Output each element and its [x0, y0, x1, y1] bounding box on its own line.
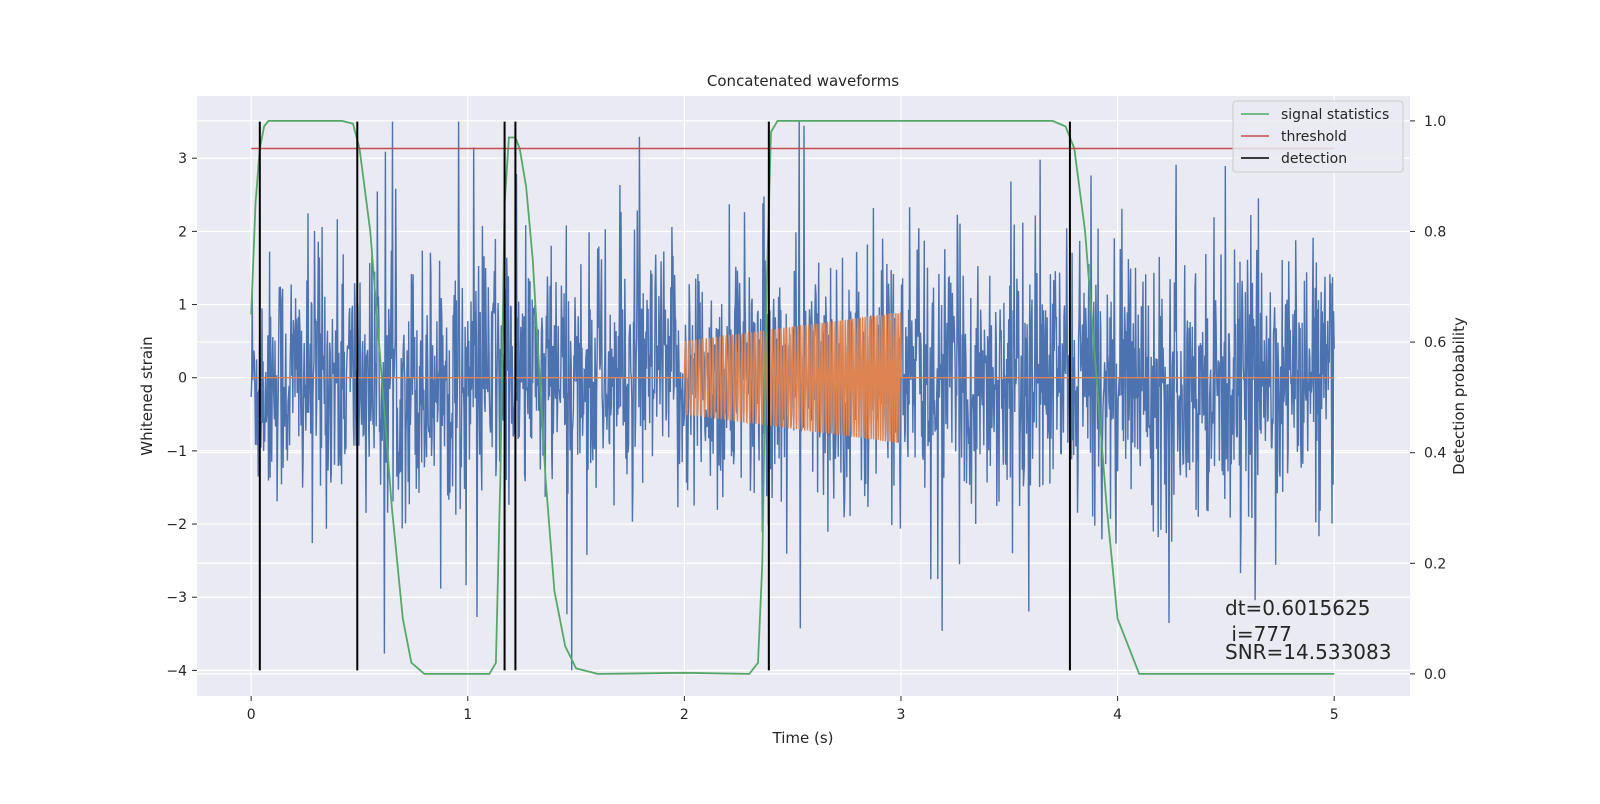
y-axis-title: Whitened strain	[138, 336, 156, 455]
x-tick-label: 3	[897, 707, 906, 723]
y-tick-label: 3	[178, 151, 187, 167]
annotation-snr: SNR=14.533083	[1225, 640, 1391, 664]
y-right-tick-label: 0.6	[1424, 335, 1446, 351]
signal-statistics-line	[250, 120, 1335, 675]
y-right-axis-title: Detection probability	[1450, 317, 1468, 475]
y-tick-label: −2	[166, 517, 187, 533]
x-tick-label: 2	[680, 707, 689, 723]
annotation-i: i=777	[1225, 622, 1292, 646]
legend-box	[1232, 100, 1404, 173]
x-tick-label: 5	[1330, 707, 1339, 723]
y-right-tick-label: 0.4	[1424, 446, 1446, 462]
x-tick-label: 4	[1113, 707, 1122, 723]
x-tick-label: 1	[463, 707, 472, 723]
chirp-layer	[251, 312, 1335, 444]
y-right-tick-label: 0.2	[1424, 556, 1446, 572]
legend-label-signal-statistics: signal statistics	[1281, 107, 1389, 123]
stat-layer	[250, 120, 1335, 675]
x-tick-label: 0	[247, 707, 256, 723]
y-right-tick-label: 1.0	[1424, 114, 1446, 130]
y-tick-label: 1	[178, 298, 187, 314]
legend: signal statistics threshold detection	[1232, 100, 1404, 173]
y-tick-label: −1	[166, 444, 187, 460]
y-tick-label: 0	[178, 371, 187, 387]
chart-title: Concatenated waveforms	[707, 72, 899, 90]
y-tick-label: −4	[166, 663, 187, 679]
x-axis-title: Time (s)	[772, 729, 834, 747]
legend-label-detection: detection	[1281, 151, 1347, 167]
chirp-series-line	[251, 312, 1335, 444]
legend-label-threshold: threshold	[1281, 129, 1347, 145]
y-right-tick-label: 0.0	[1424, 667, 1446, 683]
tick-layer: 0 1 2 3 4 5 −4 −3 −2 −1 0 1 2 3 0.0 0.2 0.4 0.6 0.8 1.0	[166, 114, 1446, 723]
y-tick-label: 2	[178, 224, 187, 240]
y-tick-label: −3	[166, 590, 187, 606]
vline-layer	[258, 121, 1071, 671]
annotation-dt: dt=0.6015625	[1225, 596, 1370, 620]
y-right-tick-label: 0.8	[1424, 224, 1446, 240]
